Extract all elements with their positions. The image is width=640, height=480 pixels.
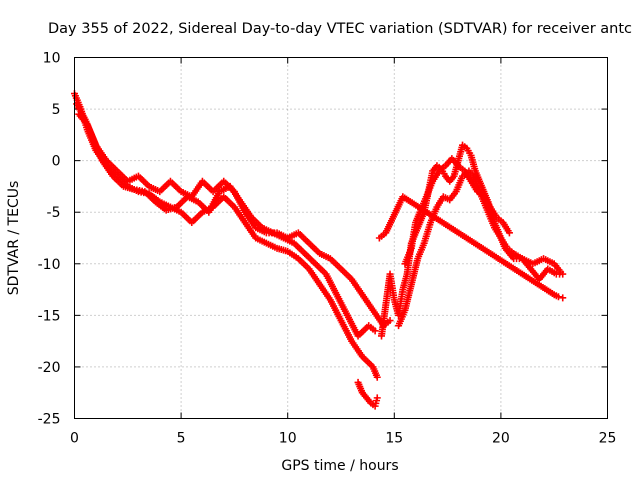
data-point	[373, 394, 381, 402]
data-point	[371, 327, 379, 335]
data-points	[71, 90, 567, 410]
x-tick-label: 20	[492, 431, 510, 447]
y-tick-label: -15	[38, 308, 61, 324]
y-tick-label: -20	[38, 360, 61, 376]
data-point	[554, 293, 562, 301]
data-point	[373, 373, 381, 381]
data-point	[559, 294, 567, 302]
x-tick-label: 25	[599, 431, 617, 447]
y-tick-label: 5	[52, 102, 61, 118]
y-axis-label: SDTVAR / TECUs	[6, 181, 22, 296]
x-tick-label: 10	[279, 431, 297, 447]
plot-frame	[74, 57, 608, 419]
grid-lines	[74, 57, 608, 419]
chart-title: Day 355 of 2022, Sidereal Day-to-day VTE…	[48, 21, 632, 37]
y-tick-label: -5	[47, 205, 61, 221]
x-axis-label: GPS time / hours	[281, 458, 398, 474]
x-tick-label: 15	[385, 431, 403, 447]
y-tick-label: -25	[38, 412, 61, 428]
y-tick-label: -10	[38, 257, 61, 273]
data-point	[386, 317, 394, 325]
data-point	[559, 270, 567, 278]
x-tick-label: 5	[177, 431, 186, 447]
y-tick-label: 10	[43, 51, 61, 67]
x-tick-label: 0	[70, 431, 79, 447]
y-tick-label: 0	[52, 154, 61, 170]
axis-ticks: 0 5 10 15 20 25 10 5 0 -5 -10 -15 -20 -25	[38, 51, 617, 447]
data-point	[505, 229, 513, 237]
